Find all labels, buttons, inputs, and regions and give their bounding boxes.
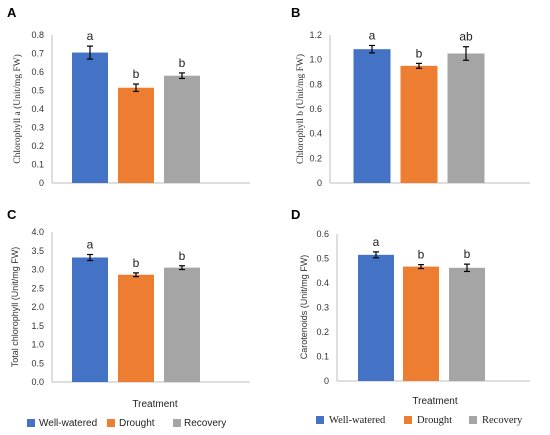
error-bar [463,46,469,61]
y-tick-label: 0.6 [31,67,44,77]
bar-well-watered [358,254,394,381]
bar-drought [118,87,154,183]
significance-label: b [133,67,140,81]
significance-label: b [179,56,186,70]
y-tick-label: 0.4 [309,129,322,139]
panel-letter: C [7,207,17,222]
y-tick-label: 0.3 [31,123,44,133]
legend-left: Well-watered Drought Recovery [27,418,226,429]
panel-letter: D [291,207,300,222]
y-tick-label: 0.6 [309,104,322,114]
bar-well-watered [72,257,108,382]
error-bar [373,251,379,259]
significance-label: a [369,28,376,42]
y-tick-label: 1.0 [309,55,322,65]
y-tick-label: 0 [324,376,329,386]
y-axis-label: Total chlorophyll (Unit/mg FW) [10,247,20,368]
y-tick-label: 0.2 [316,327,329,337]
y-tick-label: 1.5 [31,321,44,331]
legend-label: Drought [119,418,155,429]
significance-label: b [464,247,471,261]
y-tick-label: 0 [39,178,44,188]
y-axis-label: Carotenoids (Unit/mg FW) [299,255,309,360]
y-tick-label: 0.2 [309,153,322,163]
error-bar [464,263,470,273]
significance-label: a [87,29,94,43]
legend-label: Drought [417,415,452,426]
y-tick-label: 2.5 [31,283,44,293]
significance-label: b [179,249,186,263]
y-tick-label: 0.8 [309,79,322,89]
x-axis-label: Treatment [132,399,177,410]
error-bar [369,44,375,54]
bar-drought [403,266,439,381]
error-bar [133,83,139,93]
error-bar [416,62,422,69]
y-tick-label: 0.6 [316,229,329,239]
bar-recovery [164,267,200,382]
bar-recovery [164,75,200,183]
bar-drought [118,274,154,382]
y-tick-label: 0.5 [31,358,44,368]
y-tick-label: 0.3 [316,303,329,313]
y-tick-label: 0.2 [31,141,44,151]
y-tick-label: 0 [317,178,322,188]
bar-drought [400,65,438,183]
y-tick-label: 0.0 [31,377,44,387]
legend-label: Recovery [482,415,523,426]
legend-swatch [316,416,324,424]
error-bar [179,72,185,80]
error-bar [133,272,139,278]
bar-recovery [449,267,485,381]
y-tick-label: 1.2 [309,30,322,40]
chart-panel-d: D 0 0.1 0.2 0.3 0.4 0.5 0.6 Carotenoids (Unit/mg… [291,207,530,407]
bar-well-watered [72,52,108,184]
significance-label: b [416,46,423,60]
bar-recovery [447,53,485,183]
legend-label: Well-watered [39,418,97,429]
error-bar [418,264,424,270]
error-bar [87,253,93,262]
panel-letter: B [291,5,300,20]
legend-label: Recovery [184,418,226,429]
chart-panels: A 0 0.1 0.2 0.3 0.4 0.5 0.6 0.7 0.8 Chlorophyll a … [7,5,530,410]
significance-label: b [418,248,425,262]
significance-label: a [87,238,94,252]
chart-panel-c: C 0.0 0.5 1.0 1.5 2.0 2.5 3.0 3.5 4.0 Total chloro… [7,207,250,410]
y-tick-label: 0.4 [316,278,329,288]
y-tick-label: 0.5 [316,254,329,264]
error-bar [179,265,185,271]
significance-label: ab [459,30,473,44]
significance-label: a [373,235,380,249]
chart-panel-a: A 0 0.1 0.2 0.3 0.4 0.5 0.6 0.7 0.8 Chlorophyll a … [7,5,250,188]
error-bar [87,45,93,60]
x-axis-label: Treatment [412,396,457,407]
y-tick-label: 4.0 [31,227,44,237]
y-tick-label: 0.8 [31,30,44,40]
y-tick-label: 1.0 [31,340,44,350]
panel-letter: A [7,5,17,20]
legend-swatch [107,419,115,427]
chart-panel-b: B 0 0.2 0.4 0.6 0.8 1.0 1.2 Chlorophyll b (Unit/… [291,5,530,188]
y-axis-label: Chlorophyll b (Unit/mg FW) [295,54,306,164]
y-tick-label: 0.7 [31,49,44,59]
legend-swatch [404,416,412,424]
legends: Well-watered Drought Recovery Well-watered D… [27,415,523,429]
y-tick-label: 0.1 [31,160,44,170]
y-tick-label: 0.1 [316,352,329,362]
legend-swatch [173,419,181,427]
y-axis-label: Chlorophyll a (Unit/mg FW) [12,54,23,164]
legend-swatch [27,419,35,427]
legend-swatch [469,416,477,424]
y-tick-label: 0.4 [31,104,44,114]
y-tick-label: 3.5 [31,246,44,256]
y-tick-label: 0.5 [31,86,44,96]
significance-label: b [133,256,140,270]
y-tick-label: 3.0 [31,265,44,275]
legend-right: Well-watered Drought Recovery [316,415,523,426]
legend-label: Well-watered [329,415,386,426]
y-tick-label: 2.0 [31,302,44,312]
bar-well-watered [353,49,391,183]
